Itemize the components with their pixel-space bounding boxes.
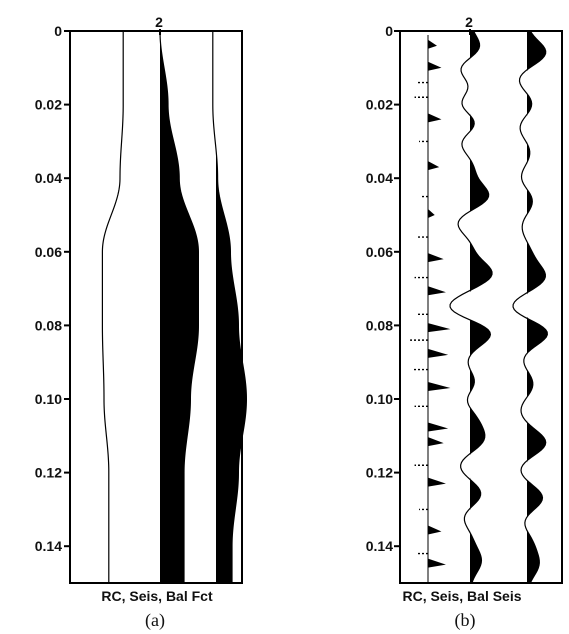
x-axis-caption: RC, Seis, Bal Seis xyxy=(402,588,521,604)
y-tick-label: 0.04 xyxy=(366,170,393,186)
rc-spike-21 xyxy=(428,437,444,447)
rc-spike-14 xyxy=(428,323,451,333)
rc-spike-25 xyxy=(428,525,442,535)
y-tick-label: 0 xyxy=(54,23,62,39)
y-tick-label: 0.10 xyxy=(35,391,62,407)
rc-spike-1 xyxy=(428,61,442,71)
y-tick-label: 0.06 xyxy=(35,244,62,260)
panel-a: 0 0.02 0.04 0.06 0.08 0.10 0.12 0.14 2 RC, Seis, … xyxy=(35,14,248,631)
rc-spike-6 xyxy=(428,161,440,171)
rc-spike-20 xyxy=(428,422,449,432)
y-tick-label: 0 xyxy=(385,23,393,39)
rc-spike-0 xyxy=(428,39,437,49)
y-tick-label: 0.06 xyxy=(366,244,393,260)
trace-number-label: 2 xyxy=(155,14,163,30)
trace-2-fill xyxy=(470,31,493,583)
panel-b: 0 0.02 0.04 0.06 0.08 0.10 0.12 0.14 2 RC, Seis, … xyxy=(366,14,563,631)
trace-2-wiggle xyxy=(159,30,199,583)
rc-spike-18 xyxy=(428,381,451,391)
trace-2-fill xyxy=(160,31,199,583)
y-tick-label: 0.14 xyxy=(366,538,393,554)
trace-3-wiggle xyxy=(512,30,548,584)
y-tick-label: 0.10 xyxy=(366,391,393,407)
rc-spike-12 xyxy=(428,286,446,296)
trace-3-fill xyxy=(216,31,247,583)
rc-spike-27 xyxy=(428,558,446,568)
trace-3-wiggle xyxy=(212,31,248,583)
y-tick-label: 0.12 xyxy=(366,465,393,481)
trace-3-fill xyxy=(527,31,548,583)
rc-spike-23 xyxy=(428,477,446,487)
trace-number-label: 2 xyxy=(465,14,473,30)
rc-spike-10 xyxy=(428,253,444,263)
y-tick-label: 0.12 xyxy=(35,465,62,481)
y-tick-label: 0.14 xyxy=(35,538,62,554)
rc-spike-16 xyxy=(428,348,449,358)
trace-2-wiggle xyxy=(449,30,493,584)
x-axis-caption: RC, Seis, Bal Fct xyxy=(101,588,213,604)
y-tick-label: 0.02 xyxy=(35,97,62,113)
trace-1-wiggle xyxy=(101,31,124,583)
y-tick-label: 0.08 xyxy=(35,317,62,333)
panel-label: (b) xyxy=(455,610,476,631)
y-tick-label: 0.08 xyxy=(366,317,393,333)
y-tick-label: 0.02 xyxy=(366,97,393,113)
rc-spike-4 xyxy=(428,113,442,123)
y-tick-label: 0.04 xyxy=(35,170,62,186)
rc-spike-8 xyxy=(428,209,435,218)
panel-label: (a) xyxy=(145,610,165,631)
